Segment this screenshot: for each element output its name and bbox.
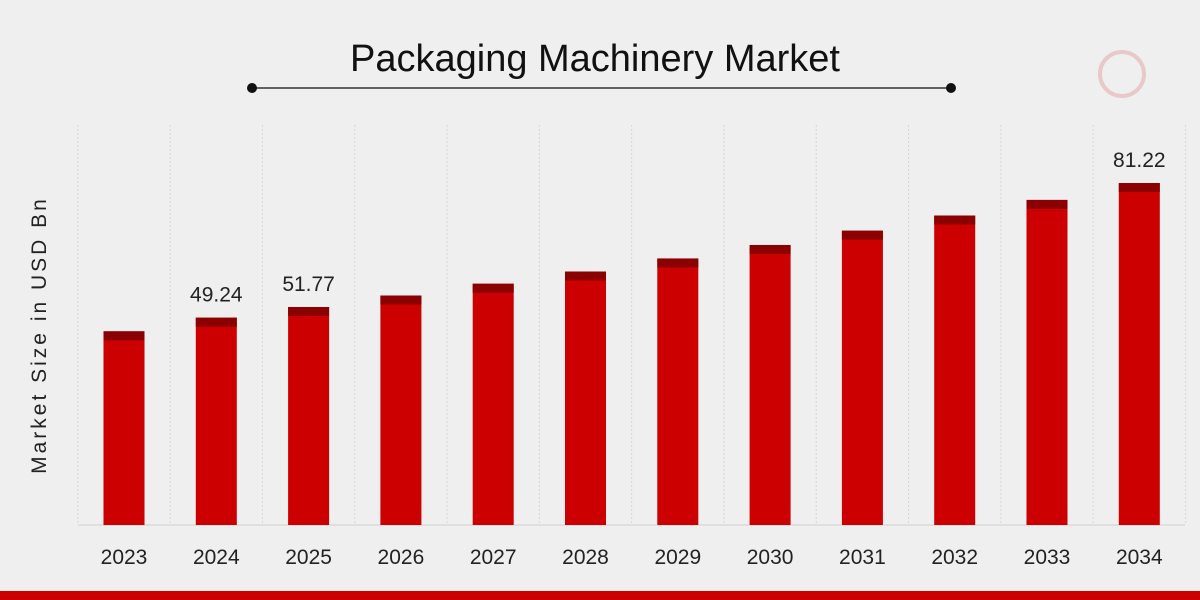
bar-cap-2029 [657, 258, 699, 268]
bar-cap-2034 [1118, 183, 1160, 192]
title-underline-dot-left [247, 83, 257, 93]
bar-cap-2027 [472, 283, 514, 293]
bar-2023 [103, 331, 145, 525]
bar-2028 [565, 271, 606, 525]
bar-cap-2024 [195, 317, 237, 327]
bar-2033 [1026, 199, 1068, 525]
bar-cap-2028 [565, 271, 606, 281]
data-label-2034: 81.22 [1113, 149, 1166, 172]
x-tick-label-2025: 2025 [285, 546, 332, 569]
chart-title: Packaging Machinery Market [350, 38, 840, 80]
title-underline-dot-right [946, 83, 956, 93]
x-tick-label-2031: 2031 [839, 546, 886, 569]
x-tick-label-2026: 2026 [378, 546, 425, 569]
bar-cap-2026 [380, 295, 422, 305]
bar-2034 [1118, 183, 1160, 525]
x-tick-label-2023: 2023 [101, 546, 148, 569]
x-tick-label-2027: 2027 [470, 546, 517, 569]
x-tick-label-2034: 2034 [1116, 546, 1163, 569]
bar-2032 [934, 215, 976, 525]
bar-2031 [841, 230, 883, 526]
data-label-2025: 51.77 [282, 273, 335, 296]
bar-2024 [195, 317, 237, 525]
x-tick-label-2032: 2032 [931, 546, 978, 569]
x-tick-label-2030: 2030 [747, 546, 794, 569]
bar-cap-2031 [841, 230, 883, 240]
x-tick-label-2033: 2033 [1024, 546, 1071, 569]
y-axis-label: Market Size in USD Bn [28, 196, 51, 474]
bar-cap-2033 [1026, 199, 1068, 209]
bar-2029 [657, 258, 699, 525]
bar-cap-2030 [749, 244, 791, 254]
bar-cap-2032 [934, 215, 976, 225]
bar-2027 [472, 283, 514, 525]
x-tick-label-2029: 2029 [654, 546, 701, 569]
data-label-2024: 49.24 [190, 284, 243, 307]
bar-2025 [288, 307, 330, 525]
bottom-accent-strip [0, 591, 1200, 600]
brand-logo-icon [1098, 50, 1146, 98]
bar-2030 [749, 244, 791, 525]
bar-cap-2025 [288, 307, 330, 317]
bar-cap-2023 [103, 331, 145, 341]
x-tick-label-2028: 2028 [562, 546, 609, 569]
bar-2026 [380, 295, 422, 525]
x-tick-label-2024: 2024 [193, 546, 240, 569]
